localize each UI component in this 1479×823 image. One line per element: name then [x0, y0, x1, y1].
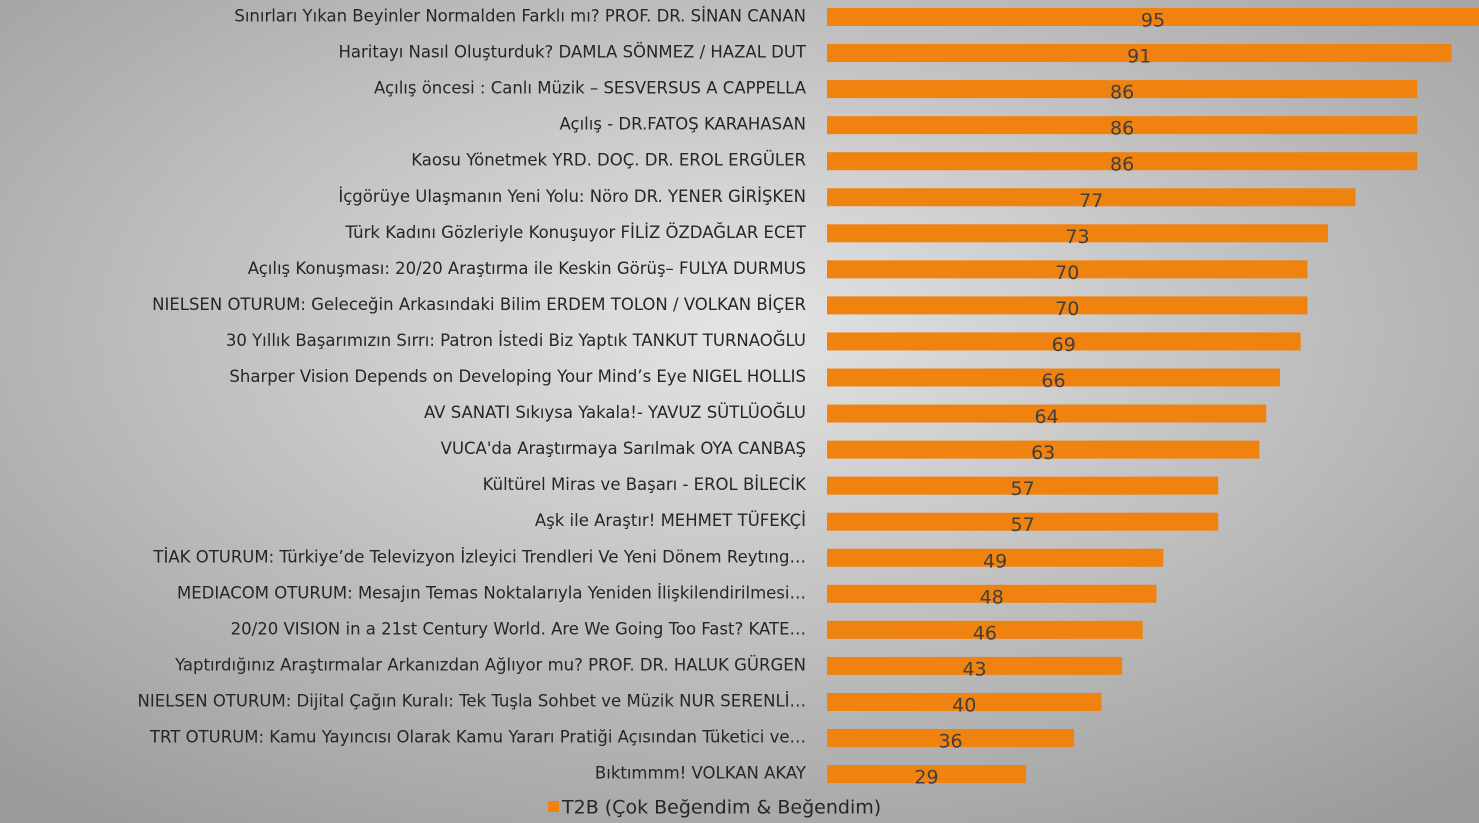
category-label: 30 Yıllık Başarımızın Sırrı: Patron İste…: [226, 331, 806, 350]
bar: [827, 116, 1418, 135]
category-label: TİAK OTURUM: Türkiye’de Televizyon İzley…: [152, 547, 806, 566]
bar: [827, 620, 1143, 639]
category-label: Aşk ile Araştır! MEHMET TÜFEKÇİ: [535, 511, 806, 530]
value-label: 64: [1035, 406, 1059, 428]
category-label: Açılış öncesi : Canlı Müzik – SESVERSUS …: [374, 79, 807, 98]
value-label: 63: [1031, 442, 1055, 464]
bar: [827, 332, 1301, 351]
category-label: NIELSEN OTURUM: Geleceğin Arkasındaki Bi…: [152, 295, 806, 314]
bar: [827, 224, 1329, 243]
bar: [827, 512, 1219, 531]
category-label: VUCA'da Araştırmaya Sarılmak OYA CANBAŞ: [441, 439, 806, 458]
category-label: Yaptırdığınız Araştırmalar Arkanızdan Ağ…: [174, 655, 806, 674]
value-label: 36: [938, 731, 962, 753]
bar: [827, 765, 1027, 784]
bar: [827, 404, 1267, 423]
value-label: 91: [1127, 46, 1151, 68]
value-label: 70: [1055, 298, 1079, 320]
legend-label: T2B (Çok Beğendim & Beğendim): [561, 797, 881, 819]
value-label: 77: [1079, 190, 1103, 212]
category-label: MEDIACOM OTURUM: Mesajın Temas Noktaları…: [177, 583, 806, 602]
value-label: 40: [952, 694, 976, 716]
bar: [827, 692, 1102, 711]
category-label: İçgörüye Ulaşmanın Yeni Yolu: Nöro DR. Y…: [338, 187, 806, 206]
bar: [827, 368, 1280, 387]
category-label: Kaosu Yönetmek YRD. DOÇ. DR. EROL ERGÜLE…: [411, 151, 806, 170]
value-label: 86: [1110, 154, 1134, 176]
category-label: AV SANATI Sıkıysa Yakala!- YAVUZ SÜTLÜOĞ…: [424, 403, 806, 422]
bar: [827, 476, 1219, 495]
category-label: Kültürel Miras ve Başarı - EROL BİLECİK: [483, 475, 808, 494]
bar: [827, 656, 1123, 675]
legend-swatch: [548, 801, 559, 812]
value-label: 95: [1141, 10, 1165, 32]
category-label: Türk Kadını Gözleriyle Konuşuyor FİLİZ Ö…: [344, 223, 807, 242]
category-label: Sınırları Yıkan Beyinler Normalden Farkl…: [234, 7, 806, 26]
value-label: 43: [962, 658, 986, 680]
value-label: 49: [983, 550, 1007, 572]
category-label: Sharper Vision Depends on Developing You…: [229, 367, 806, 386]
category-label: TRT OTURUM: Kamu Yayıncısı Olarak Kamu Y…: [149, 728, 806, 747]
bar: [827, 584, 1157, 603]
value-label: 66: [1041, 370, 1065, 392]
value-label: 73: [1065, 226, 1089, 248]
bar: [827, 548, 1164, 567]
value-label: 29: [914, 767, 938, 789]
bar: [827, 296, 1308, 315]
bar: [827, 8, 1479, 26]
bar: [827, 44, 1452, 63]
value-label: 57: [1011, 514, 1035, 536]
category-label: Açılış - DR.FATOŞ KARAHASAN: [560, 115, 806, 134]
value-label: 48: [980, 586, 1004, 608]
bar: [827, 260, 1308, 279]
bar: [827, 152, 1418, 171]
bar: [827, 188, 1356, 207]
value-label: 86: [1110, 118, 1134, 140]
bar: [827, 729, 1075, 747]
value-label: 57: [1011, 478, 1035, 500]
value-label: 86: [1110, 82, 1134, 104]
value-label: 70: [1055, 262, 1079, 284]
value-label: 46: [973, 622, 997, 644]
category-label: Açılış Konuşması: 20/20 Araştırma ile Ke…: [248, 259, 806, 278]
category-label: 20/20 VISION in a 21st Century World. Ar…: [231, 619, 806, 638]
bar: [827, 440, 1260, 459]
category-label: NIELSEN OTURUM: Dijital Çağın Kuralı: Te…: [138, 691, 807, 710]
category-label: Bıktımmm! VOLKAN AKAY: [595, 764, 807, 783]
value-label: 69: [1052, 334, 1076, 356]
category-label: Haritayı Nasıl Oluşturduk? DAMLA SÖNMEZ …: [338, 43, 806, 62]
bar: [827, 80, 1418, 99]
